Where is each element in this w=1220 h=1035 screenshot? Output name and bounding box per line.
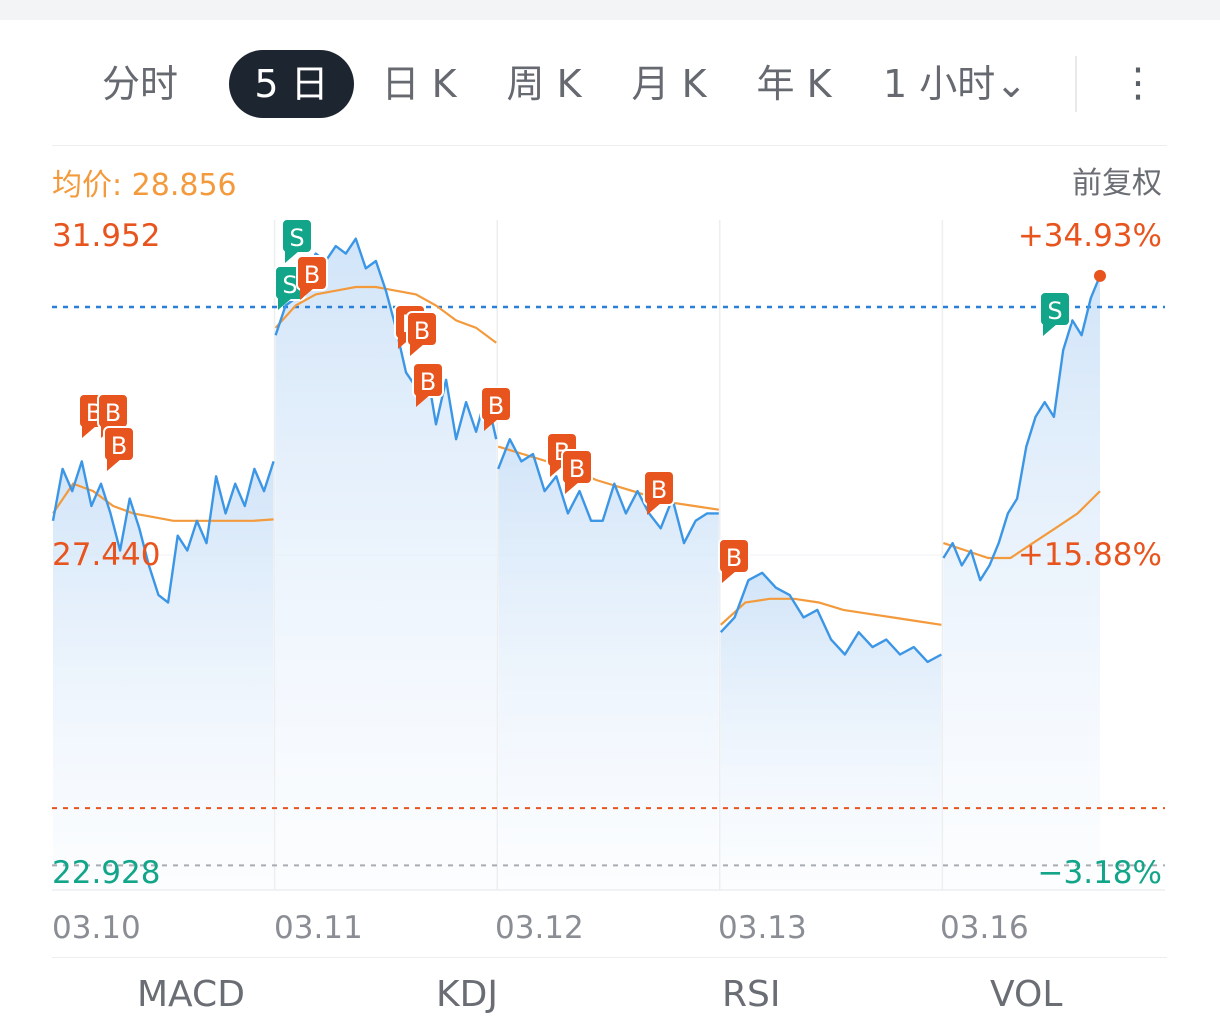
tab-intraday[interactable]: 分时 xyxy=(101,62,178,106)
buy-marker: B xyxy=(406,311,438,356)
indicator-divider xyxy=(52,957,1167,958)
buy-marker: B xyxy=(296,255,328,300)
header-divider xyxy=(52,145,1167,146)
buy-marker: B xyxy=(480,386,512,431)
average-price-label: 均价: 28.856 xyxy=(52,168,237,203)
y-label-top-left: 31.952 xyxy=(52,218,161,254)
svg-text:B: B xyxy=(420,368,436,396)
svg-text:S: S xyxy=(1047,297,1062,325)
price-line xyxy=(719,571,942,664)
svg-text:B: B xyxy=(304,261,320,289)
chart-canvas: BBBSSBBBBBBBBBS xyxy=(51,218,1165,891)
x-label: 03.10 xyxy=(52,910,141,946)
price-chart[interactable]: BBBSSBBBBBBBBBS 31.952 27.440 22.928 +34… xyxy=(0,200,1220,950)
svg-text:B: B xyxy=(414,317,430,345)
average-price-line xyxy=(52,482,274,522)
buy-marker: B xyxy=(643,470,675,515)
current-price-dot xyxy=(1094,269,1106,282)
top-strip xyxy=(0,0,1220,20)
x-label: 03.16 xyxy=(940,910,1029,946)
price-area-fill xyxy=(943,275,1100,890)
sell-marker: S xyxy=(281,218,313,263)
y-label-mid-right: +15.88% xyxy=(1017,537,1162,573)
price-line xyxy=(51,460,275,604)
tab-separator xyxy=(1075,56,1077,112)
y-label-bottom-right: −3.18% xyxy=(1037,855,1162,891)
more-options-icon[interactable]: ⋮ xyxy=(1118,60,1158,106)
svg-text:B: B xyxy=(488,392,504,420)
tab-day-k[interactable]: 日 K xyxy=(381,62,457,106)
price-area-fill xyxy=(53,461,274,890)
average-price-line xyxy=(720,597,942,626)
indicator-tab-vol[interactable]: VOL xyxy=(990,974,1063,1015)
svg-text:B: B xyxy=(111,432,127,460)
y-label-bottom-left: 22.928 xyxy=(52,855,161,891)
svg-text:S: S xyxy=(282,271,297,299)
tab-1hour-dropdown[interactable]: 1 小时⌄ xyxy=(882,62,1028,106)
tab-month-k[interactable]: 月 K xyxy=(631,62,707,106)
indicator-tab-kdj[interactable]: KDJ xyxy=(436,974,498,1015)
buy-marker: B xyxy=(103,426,135,471)
indicator-tab-macd[interactable]: MACD xyxy=(137,974,245,1015)
svg-text:B: B xyxy=(105,399,121,427)
price-adjust-toggle[interactable]: 前复权 xyxy=(1072,166,1162,201)
buy-marker: B xyxy=(718,538,750,583)
x-label: 03.11 xyxy=(274,910,363,946)
y-label-top-right: +34.93% xyxy=(1017,218,1162,254)
buy-marker: B xyxy=(561,449,593,494)
sell-marker: S xyxy=(1039,291,1071,336)
x-label: 03.13 xyxy=(718,910,807,946)
y-label-mid-left: 27.440 xyxy=(52,537,161,573)
price-area-fill xyxy=(498,439,719,890)
price-area-fill xyxy=(275,238,497,890)
price-line xyxy=(942,275,1102,582)
x-label: 03.12 xyxy=(495,910,584,946)
svg-text:B: B xyxy=(726,544,742,572)
svg-text:B: B xyxy=(569,455,585,483)
tab-5day[interactable]: 5 日 xyxy=(229,50,354,118)
svg-text:B: B xyxy=(651,476,667,504)
price-area-fill xyxy=(720,572,942,890)
indicator-tab-rsi[interactable]: RSI xyxy=(722,974,781,1015)
period-tabs: 分时 5 日 日 K 周 K 月 K 年 K 1 小时⌄ ⋮ xyxy=(0,44,1220,124)
tab-year-k[interactable]: 年 K xyxy=(756,62,832,106)
price-line xyxy=(497,437,719,545)
tab-week-k[interactable]: 周 K xyxy=(506,62,582,106)
buy-marker: B xyxy=(412,362,444,407)
svg-text:S: S xyxy=(289,224,304,252)
